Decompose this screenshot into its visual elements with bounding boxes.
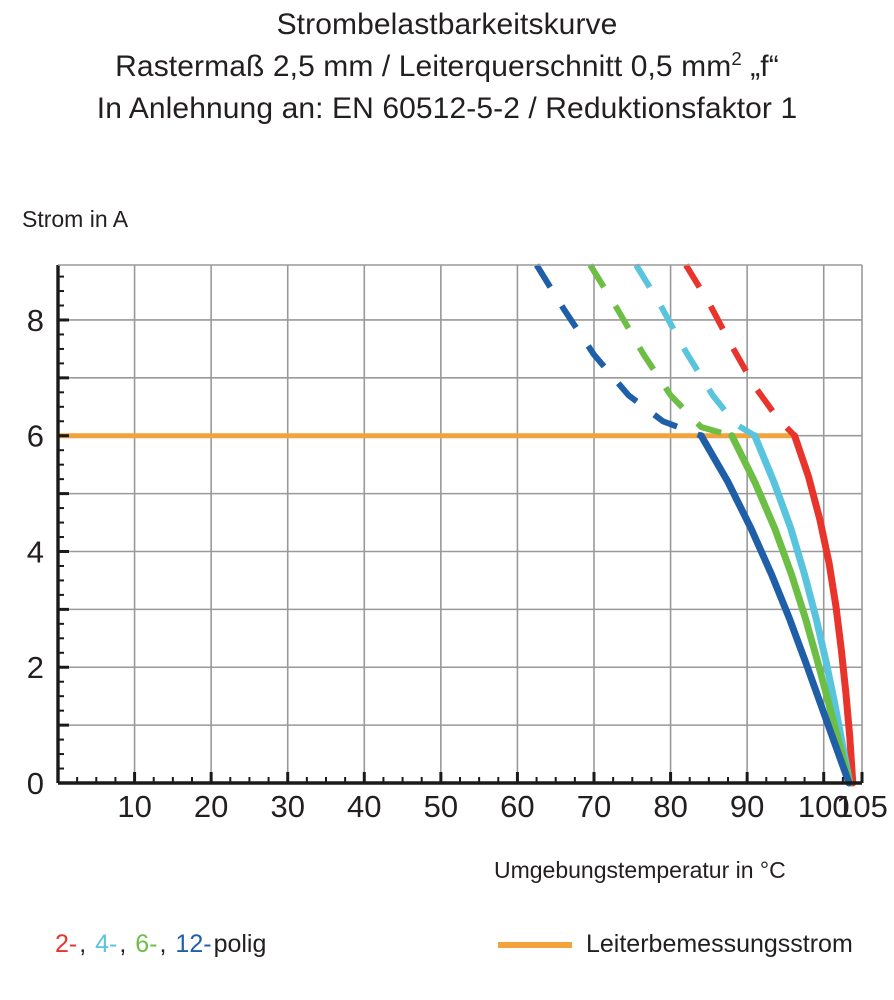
x-tick-label: 50 <box>424 789 458 824</box>
legend-series-group: 2-, 4-, 6-, 12-polig <box>55 930 268 959</box>
legend-series-suffix: polig <box>213 930 267 958</box>
x-tick-label: 70 <box>577 789 611 824</box>
x-tick-label: 20 <box>194 789 228 824</box>
y-tick-label: 6 <box>27 419 44 454</box>
axis-lines <box>56 264 863 785</box>
series-curves <box>534 263 857 787</box>
legend-separator: , <box>79 930 94 958</box>
y-axis-caption: Strom in A <box>22 206 129 232</box>
x-tick-label: 40 <box>347 789 381 824</box>
x-tick-label: 100 <box>798 789 850 824</box>
x-tick-label: 80 <box>653 789 687 824</box>
x-tick-label: 10 <box>117 789 151 824</box>
x-tick-label: 90 <box>730 789 764 824</box>
axis-ticks <box>56 275 864 785</box>
title-line-3: In Anlehnung an: EN 60512-5-2 / Reduktio… <box>96 92 798 125</box>
title-line-2: Rastermaß 2,5 mm / Leiterquerschnitt 0,5… <box>0 46 894 88</box>
legend-item-4-polig: 4- <box>95 930 118 958</box>
chart-legend: 2-, 4-, 6-, 12-polig Leiterbemessungsstr… <box>0 930 894 980</box>
grid-lines <box>58 265 862 783</box>
y-tick-label: 0 <box>27 766 44 801</box>
x-tick-label: 105 <box>836 789 888 824</box>
legend-item-12-polig: 12- <box>175 930 212 958</box>
legend-rated-current: Leiterbemessungsstrom <box>498 930 853 959</box>
y-tick-label: 2 <box>27 650 44 685</box>
title-line-2-suffix: „f“ <box>741 50 779 83</box>
legend-separator: , <box>119 930 134 958</box>
y-tick-label: 8 <box>27 303 44 338</box>
legend-rated-line-swatch <box>498 941 572 948</box>
x-tick-label: 60 <box>500 789 534 824</box>
legend-item-6-polig: 6- <box>135 930 158 958</box>
legend-item-2-polig: 2- <box>55 930 78 958</box>
legend-separator: , <box>159 930 174 958</box>
y-tick-label: 4 <box>27 534 44 569</box>
x-tick-label: 30 <box>270 789 304 824</box>
x-axis-caption: Umgebungstemperatur in °C <box>494 857 786 883</box>
title-line-2-superscript: 2 <box>731 48 742 69</box>
chart-title-block: Strombelastbarkeitskurve Rastermaß 2,5 m… <box>0 0 894 130</box>
title-line-1: Strombelastbarkeitskurve <box>276 8 618 41</box>
title-line-2-main: Rastermaß 2,5 mm / Leiterquerschnitt 0,5… <box>115 50 732 83</box>
legend-rated-label: Leiterbemessungsstrom <box>586 930 853 958</box>
